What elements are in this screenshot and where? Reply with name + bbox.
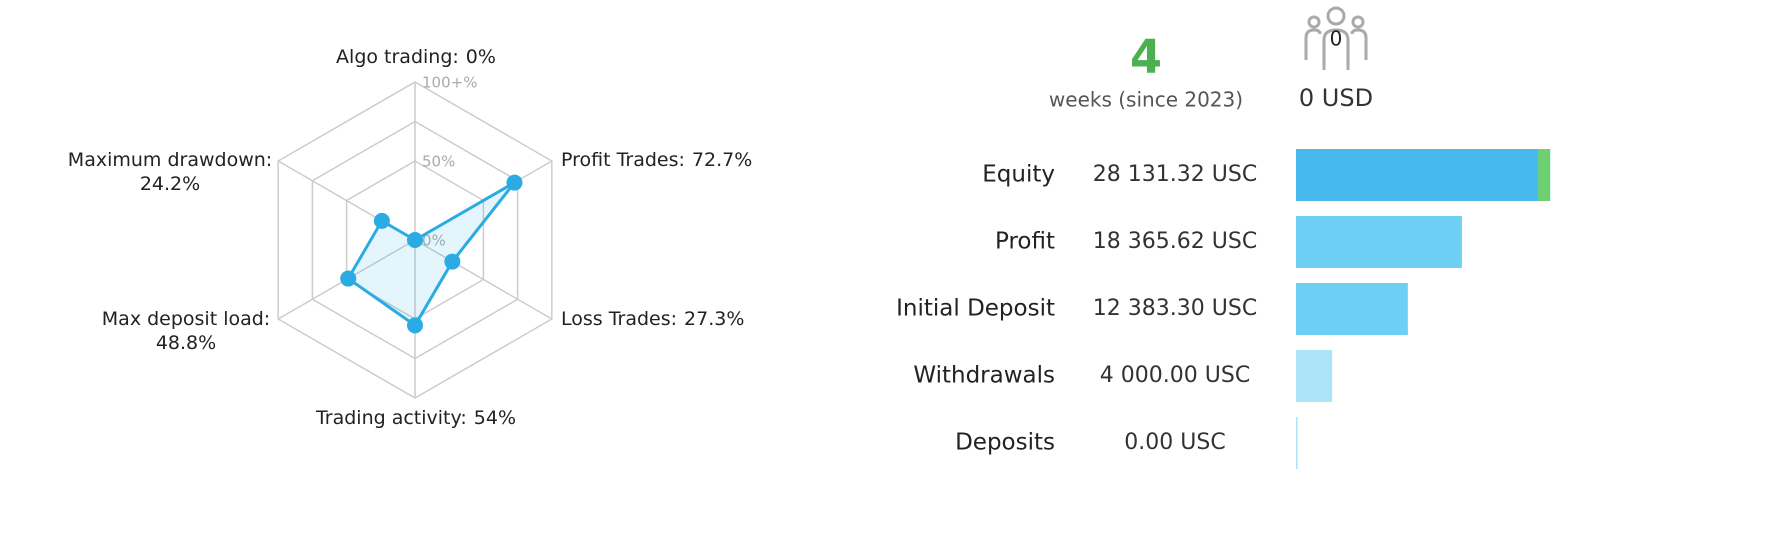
radar-point bbox=[506, 174, 523, 191]
spoke bbox=[414, 239, 553, 320]
radar-point bbox=[407, 317, 423, 334]
bar-category: Profit bbox=[995, 229, 1055, 255]
axis-value: 24.2% bbox=[140, 173, 200, 195]
subscribers-icon bbox=[1304, 6, 1368, 70]
bar-category: Initial Deposit bbox=[896, 296, 1055, 322]
funds: 0 USD bbox=[1299, 84, 1373, 112]
r-tick-label: 50% bbox=[422, 153, 455, 171]
axis-name: Max deposit load: bbox=[102, 308, 270, 330]
bar-category: Equity bbox=[982, 162, 1055, 188]
bar-value-label: 4 000.00 USC bbox=[1100, 363, 1250, 388]
bar bbox=[1296, 417, 1298, 469]
axis-name: Trading activity: bbox=[315, 407, 467, 429]
bar bbox=[1296, 216, 1462, 268]
axis-label: Maximum drawdown: 24.2% bbox=[68, 149, 272, 195]
axis-value: 48.8% bbox=[156, 332, 216, 354]
r-tick-label: 0% bbox=[422, 232, 446, 250]
bar-value-label: 18 365.62 USC bbox=[1093, 229, 1257, 254]
subscribers-count: 0 bbox=[1330, 27, 1343, 51]
axis-label: Loss Trades: 27.3% bbox=[561, 308, 744, 330]
axis-name: Loss Trades: bbox=[561, 308, 677, 330]
axis-label: Trading activity: 54% bbox=[315, 407, 516, 429]
bar-tip bbox=[1538, 149, 1551, 201]
r-tick-label: 100+% bbox=[422, 74, 477, 92]
bar bbox=[1296, 149, 1551, 201]
radar-area bbox=[346, 181, 516, 327]
bar bbox=[1296, 283, 1408, 335]
weeks-label: weeks (since 2023) bbox=[1049, 88, 1243, 112]
axis-label: Algo trading: 0% bbox=[336, 46, 496, 68]
bar-value-label: 0.00 USC bbox=[1124, 430, 1225, 455]
bar bbox=[1296, 350, 1333, 402]
bar-value-label: 12 383.30 USC bbox=[1093, 296, 1257, 321]
axis-value: 27.3% bbox=[684, 308, 744, 330]
axis-value: 0% bbox=[466, 46, 496, 68]
axis-label: Profit Trades: 72.7% bbox=[561, 149, 752, 171]
axis-value: 72.7% bbox=[692, 149, 752, 171]
radar-point bbox=[373, 212, 390, 229]
bar-category: Withdrawals bbox=[913, 363, 1055, 389]
bar-category: Deposits bbox=[955, 430, 1055, 456]
radar-point bbox=[444, 253, 461, 270]
axis-name: Profit Trades: bbox=[561, 149, 685, 171]
axis-value: 54% bbox=[474, 407, 516, 429]
radar-point bbox=[340, 270, 357, 287]
axis-name: Maximum drawdown: bbox=[68, 149, 272, 171]
weeks-count: 4 bbox=[1130, 30, 1162, 84]
bar-value-label: 28 131.32 USC bbox=[1093, 162, 1257, 187]
axis-label: Max deposit load: 48.8% bbox=[102, 308, 270, 354]
radar-point bbox=[407, 232, 423, 248]
axis-name: Algo trading: bbox=[336, 46, 459, 68]
